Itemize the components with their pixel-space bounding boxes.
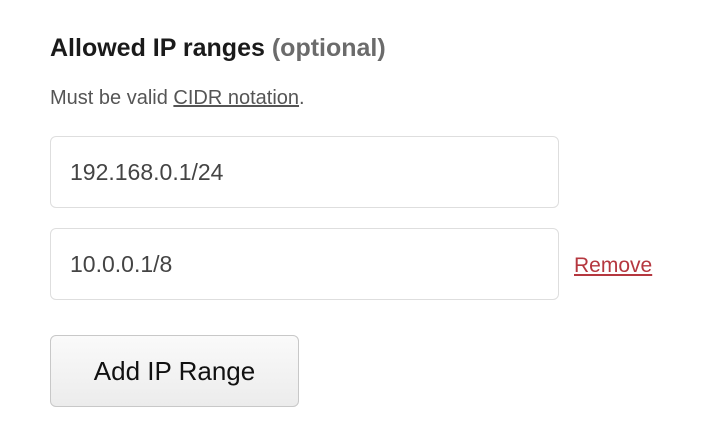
optional-label: (optional)	[271, 34, 386, 62]
help-text: Must be valid CIDR notation.	[50, 87, 305, 110]
help-suffix: .	[299, 87, 305, 109]
ip-range-input-2[interactable]	[50, 228, 559, 300]
cidr-notation-link[interactable]: CIDR notation	[173, 87, 300, 109]
title-text: Allowed IP ranges	[50, 34, 265, 62]
add-ip-range-button[interactable]: Add IP Range	[50, 335, 299, 407]
help-prefix: Must be valid	[50, 87, 174, 109]
section-title: Allowed IP ranges (optional)	[50, 34, 386, 63]
remove-ip-range-link[interactable]: Remove	[574, 254, 653, 277]
ip-range-input-1[interactable]	[50, 136, 559, 208]
